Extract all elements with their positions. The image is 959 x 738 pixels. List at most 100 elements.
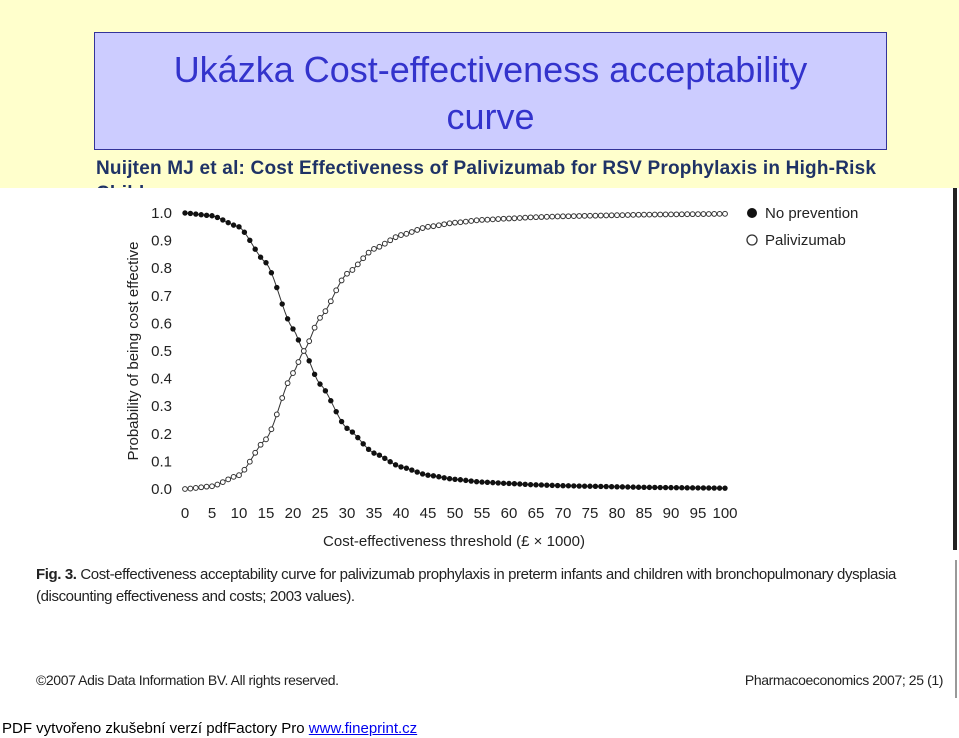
no-prevention-point [322, 388, 329, 394]
palivizumab-point [657, 211, 664, 218]
palivizumab-point [182, 486, 188, 492]
legend-label: No prevention [765, 205, 858, 222]
no-prevention-point [419, 471, 426, 477]
palivizumab-point [398, 232, 404, 238]
no-prevention-point [495, 480, 501, 486]
palivizumab-point [603, 212, 610, 219]
y-tick-label: 1.0 [151, 205, 172, 222]
palivizumab-point [230, 473, 237, 480]
no-prevention-point [247, 237, 253, 243]
palivizumab-point [479, 217, 485, 223]
x-tick-label: 15 [258, 505, 275, 522]
no-prevention-point [473, 478, 480, 485]
no-prevention-point [652, 484, 658, 491]
footer-link[interactable]: www.fineprint.cz [308, 720, 418, 737]
x-tick-label: 80 [609, 505, 626, 522]
footer-text: PDF vytvořeno zkušební verzí pdfFactory … [2, 720, 309, 737]
no-prevention-point [268, 270, 275, 276]
no-prevention-point [646, 484, 653, 491]
no-prevention-point [598, 483, 604, 490]
palivizumab-point [684, 211, 691, 218]
footer-bar [0, 700, 959, 738]
no-prevention-point [522, 481, 528, 488]
palivizumab-point [630, 211, 637, 218]
palivizumab-point [387, 237, 394, 244]
no-prevention-point [446, 476, 453, 482]
x-tick-label: 40 [393, 505, 410, 522]
x-tick-label: 10 [231, 505, 248, 522]
palivizumab-point [624, 212, 631, 218]
palivizumab-point [446, 220, 453, 227]
no-prevention-point [355, 434, 361, 441]
scanned-figure [0, 188, 959, 698]
acceptability-chart: 0.0 0.1 0.2 0.3 0.4 0.5 0.6 0.7 0.8 0.9 1.0 0 5 10 15 2… [125, 205, 858, 550]
palivizumab-point [651, 211, 658, 218]
x-tick-label: 30 [339, 505, 356, 522]
palivizumab-point [408, 229, 415, 235]
no-prevention-point [533, 482, 539, 488]
palivizumab-point [376, 243, 383, 250]
palivizumab-point [349, 267, 356, 273]
palivizumab-point [252, 449, 259, 456]
no-prevention-point [328, 398, 334, 404]
palivizumab-point [419, 225, 426, 231]
palivizumab-point [344, 270, 350, 277]
palivizumab-point [279, 395, 286, 401]
no-prevention-point [679, 485, 685, 491]
palivizumab-point [587, 212, 593, 219]
palivizumab-point [203, 483, 210, 490]
no-prevention-point [695, 485, 701, 491]
no-prevention-point [382, 455, 388, 462]
no-prevention-point [338, 418, 345, 425]
no-prevention-point [274, 284, 280, 291]
journal-reference: Pharmacoeconomics 2007; 25 (1) [744, 672, 944, 688]
palivizumab-point [300, 348, 307, 354]
no-prevention-point [506, 480, 512, 487]
palivizumab-point [311, 324, 318, 331]
palivizumab-point [538, 214, 545, 220]
palivizumab-point [527, 214, 534, 221]
no-prevention-point [668, 484, 674, 491]
palivizumab-point [187, 485, 194, 492]
chart-legend: No prevention Palivizumab [746, 205, 858, 249]
no-prevention-point [657, 484, 663, 491]
palivizumab-point [192, 485, 199, 491]
no-prevention-point [365, 446, 372, 453]
no-prevention-point [673, 484, 680, 491]
x-tick-label: 5 [208, 505, 216, 522]
no-prevention-point [587, 483, 593, 489]
palivizumab-point [489, 216, 496, 223]
y-tick-label: 0.9 [151, 233, 172, 250]
palivizumab-point [576, 213, 583, 219]
no-prevention-point [565, 483, 572, 489]
x-tick-label: 70 [555, 505, 572, 522]
palivizumab-point [322, 308, 329, 315]
no-prevention-point [571, 483, 577, 489]
no-prevention-point [630, 484, 636, 490]
no-prevention-point [284, 316, 291, 322]
x-tick-label: 90 [663, 505, 680, 522]
x-tick-label: 45 [420, 505, 437, 522]
series-line [184, 212, 725, 489]
no-prevention-point [225, 219, 231, 226]
palivizumab-point [506, 215, 512, 222]
no-prevention-point [311, 371, 318, 378]
no-prevention-point [403, 465, 410, 471]
x-tick-label: 95 [690, 505, 707, 522]
no-prevention-point [392, 462, 399, 468]
no-prevention-point [387, 459, 393, 465]
palivizumab-point [338, 277, 345, 284]
chart-series [182, 210, 728, 492]
no-prevention-point [414, 469, 420, 475]
x-tick-label: 35 [366, 505, 383, 522]
palivizumab-point [457, 219, 464, 226]
no-prevention-point [203, 212, 210, 219]
no-prevention-point [722, 485, 728, 491]
no-prevention-point [214, 214, 221, 221]
palivizumab-point [452, 219, 458, 226]
palivizumab-point [371, 245, 377, 252]
palivizumab-point [295, 359, 302, 365]
palivizumab-point [306, 338, 313, 345]
palivizumab-point [360, 255, 367, 262]
no-prevention-point [236, 224, 242, 230]
